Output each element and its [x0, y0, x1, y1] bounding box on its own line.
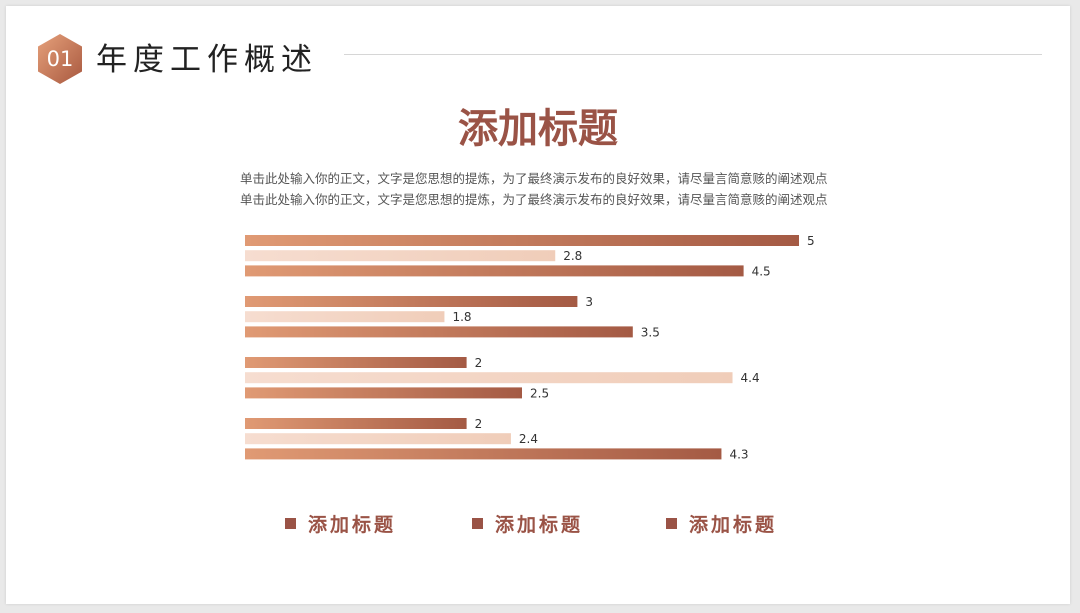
data-label-series1-group4: 2 — [475, 417, 483, 431]
legend-swatch — [472, 517, 483, 529]
data-label-series2-group1: 2.8 — [563, 249, 582, 263]
bar-series1-group1 — [245, 235, 799, 246]
bar-series3-group2 — [245, 326, 633, 338]
bar-series1-group4 — [245, 418, 467, 429]
legend-label: 添加标题 — [495, 513, 584, 536]
section-number: 01 — [46, 47, 74, 71]
legend-label: 添加标题 — [308, 513, 397, 536]
body-line: 单击此处输入你的正文，文字是您思想的提炼，为了最终演示发布的良好效果，请尽量言简… — [240, 171, 828, 186]
section-badge: 01 — [32, 31, 88, 87]
legend-item: 添加标题 — [472, 508, 583, 538]
legend-item: 添加标题 — [285, 508, 396, 538]
data-label-series3-group4: 4.3 — [729, 447, 748, 461]
data-label-series3-group1: 4.5 — [752, 264, 771, 278]
bar-series2-group3 — [245, 372, 733, 384]
data-label-series2-group4: 2.4 — [519, 432, 538, 446]
bar-series3-group4 — [245, 448, 722, 460]
legend-swatch — [666, 517, 677, 529]
bar-series3-group1 — [245, 265, 744, 277]
legend-item: 添加标题 — [666, 508, 777, 538]
body-line: 单击此处输入你的正文，文字是您思想的提炼，为了最终演示发布的良好效果，请尽量言简… — [240, 192, 828, 207]
slide: 01 年度工作概述 添加标题 单击此处输入你的正文，文字是您思想的提炼，为了最终… — [6, 6, 1070, 604]
chart-legend: 添加标题 添加标题 添加标题 — [6, 508, 1070, 538]
data-label-series1-group2: 3 — [585, 295, 593, 309]
bar-chart: 5 2.8 4.5 3 1.8 3.5 2 4.4 2.5 2 2.4 4.3 — [245, 234, 815, 461]
data-label-series3-group2: 3.5 — [641, 325, 660, 339]
body-text: 单击此处输入你的正文，文字是您思想的提炼，为了最终演示发布的良好效果，请尽量言简… — [240, 168, 880, 210]
bar-series1-group2 — [245, 296, 578, 307]
legend-label: 添加标题 — [689, 513, 778, 536]
data-label-series2-group2: 1.8 — [452, 310, 471, 324]
bar-series2-group2 — [245, 311, 445, 323]
bar-series2-group4 — [245, 433, 511, 445]
section-title: 年度工作概述 — [96, 42, 318, 78]
main-title: 添加标题 — [458, 106, 618, 152]
hexagon-icon — [38, 34, 82, 84]
data-label-series3-group3: 2.5 — [530, 386, 549, 400]
legend-swatch — [285, 517, 296, 529]
bar-series2-group1 — [245, 250, 556, 262]
data-label-series1-group3: 2 — [475, 356, 483, 370]
data-label-series1-group1: 5 — [807, 234, 815, 248]
bar-series1-group3 — [245, 357, 467, 368]
data-label-series2-group3: 4.4 — [741, 371, 760, 385]
title-divider — [344, 54, 1042, 55]
bar-series3-group3 — [245, 387, 522, 399]
